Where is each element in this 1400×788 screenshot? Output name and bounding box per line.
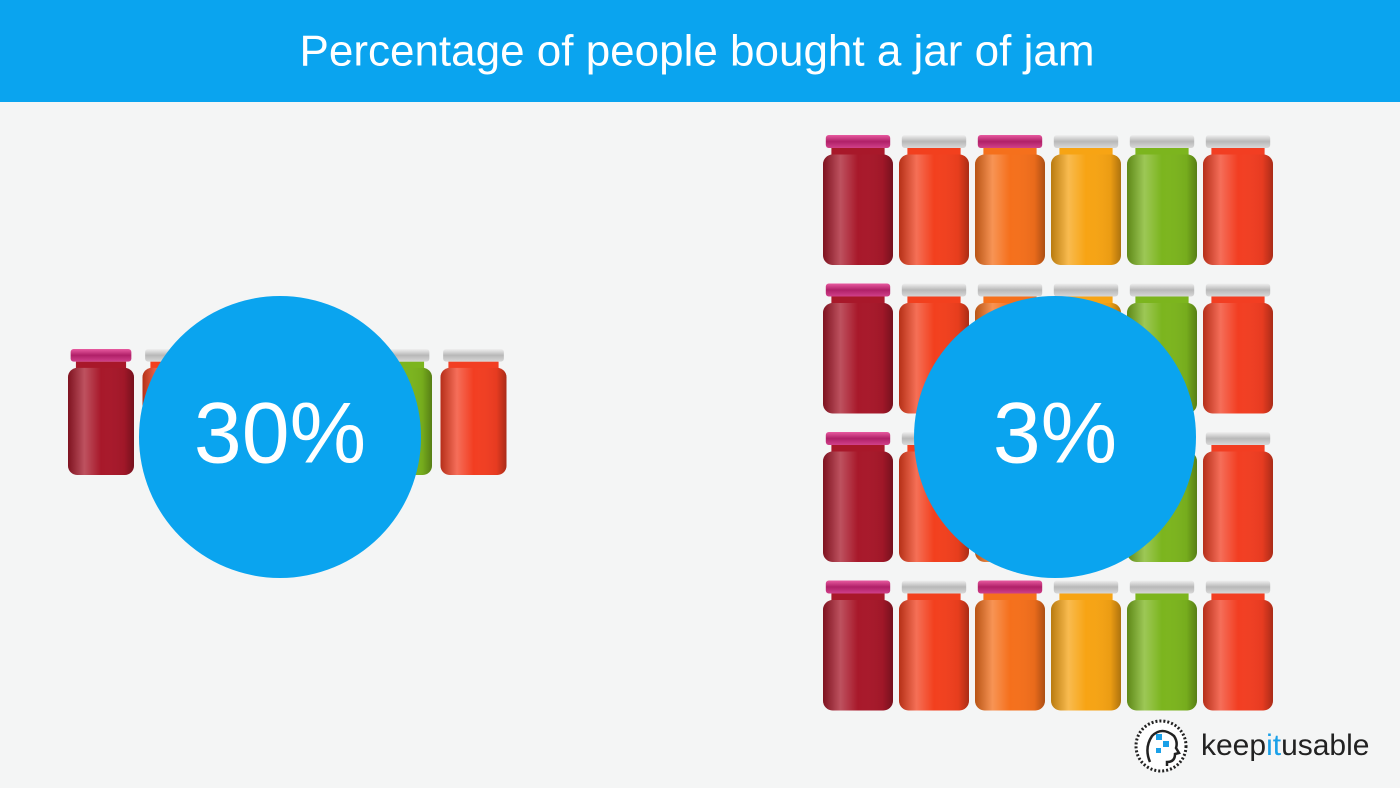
jar-neck (1059, 593, 1113, 604)
jar-shine (899, 600, 969, 711)
jar-lid (1205, 580, 1271, 594)
jar (1203, 580, 1273, 711)
jar-neck (1135, 148, 1189, 159)
jar (1127, 580, 1197, 711)
jar-shine (823, 451, 893, 562)
jar-shine (1051, 154, 1121, 265)
jar-neck (831, 148, 885, 159)
jar (823, 580, 893, 711)
jar-lid (70, 349, 132, 362)
jar-neck (983, 593, 1037, 604)
jar-shine (1127, 600, 1197, 711)
jar-shine (1203, 451, 1273, 562)
jar (823, 432, 893, 562)
logo: keepitusable (1134, 719, 1369, 773)
jar-shine (823, 303, 893, 414)
logo-text: keepitusable (1201, 729, 1369, 762)
jar-neck (75, 361, 127, 372)
jar-shine (899, 154, 969, 265)
jar-neck (1211, 445, 1265, 456)
jar-lid (901, 283, 967, 297)
jar-lid (1205, 135, 1271, 148)
jar-neck (907, 296, 961, 307)
jar (899, 283, 969, 414)
jar (1203, 135, 1273, 265)
jar-lid (1129, 283, 1195, 297)
slide-title: Percentage of people bought a jar of jam (300, 27, 1095, 76)
logo-pixel (1156, 734, 1162, 740)
jar-lid (977, 283, 1043, 297)
jar-neck (1211, 296, 1265, 307)
jar-lid (1053, 135, 1119, 148)
jar (1203, 432, 1273, 562)
jar (1051, 580, 1121, 711)
jar-neck (1059, 148, 1113, 159)
jar-neck (831, 296, 885, 307)
jar-shine (68, 367, 134, 475)
logo-head (1146, 729, 1181, 766)
jar (1051, 135, 1121, 265)
jar-lid (1053, 580, 1119, 594)
jar-shine (823, 154, 893, 265)
jar-shine (1203, 154, 1273, 265)
jar-neck (831, 445, 885, 456)
jar-neck (1135, 296, 1189, 307)
jar (899, 135, 969, 265)
jar-shine (975, 600, 1045, 711)
logo-icon (1134, 719, 1188, 773)
badge-label: 3% (993, 386, 1117, 482)
badge-label: 30% (194, 386, 366, 482)
jar (1203, 283, 1273, 414)
jar-shine (823, 600, 893, 711)
jar-lid (1129, 135, 1195, 148)
jar (823, 135, 893, 265)
jar-neck (907, 148, 961, 159)
jar-shine (1203, 600, 1273, 711)
jar-lid (901, 135, 967, 148)
jar-neck (907, 593, 961, 604)
jar-lid (901, 580, 967, 594)
jar-lid (1205, 283, 1271, 297)
jar-lid (1053, 283, 1119, 297)
logo-word: it (1266, 729, 1282, 762)
jar-lid (977, 580, 1043, 594)
jar-shine (1051, 600, 1121, 711)
header-bar (0, 0, 1400, 102)
jar-neck (1211, 593, 1265, 604)
jar-shine (975, 154, 1045, 265)
jar-lid (443, 349, 504, 362)
logo-word: usable (1281, 729, 1369, 762)
jar-neck (831, 593, 885, 604)
badge-circle (914, 296, 1196, 578)
jar (899, 580, 969, 711)
jar-lid (825, 135, 891, 148)
jar (440, 349, 507, 475)
jar-lid (825, 432, 891, 445)
badge-circle (139, 296, 421, 578)
jar (68, 349, 134, 475)
jar-lid (977, 135, 1043, 148)
jar-neck (448, 361, 499, 372)
jar-neck (1135, 593, 1189, 604)
jar-neck (983, 148, 1037, 159)
jar (975, 580, 1045, 711)
jar-shine (1127, 154, 1197, 265)
jar-neck (983, 296, 1037, 307)
jar-lid (1129, 580, 1195, 594)
jar-lid (825, 283, 891, 297)
jar (975, 135, 1045, 265)
jar-shine (440, 367, 507, 475)
jar (823, 283, 893, 414)
jar-lid (825, 580, 891, 594)
logo-pixel (1156, 748, 1161, 753)
jar-neck (1211, 148, 1265, 159)
logo-pixel (1163, 741, 1169, 747)
jar-shine (1203, 303, 1273, 414)
logo-word: keep (1201, 729, 1266, 762)
jar-lid (1205, 432, 1271, 445)
jar (1127, 135, 1197, 265)
